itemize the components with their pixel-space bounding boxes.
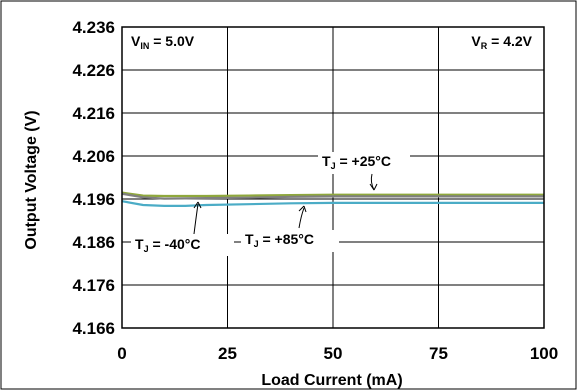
plus85-main: T	[245, 231, 254, 247]
y-tick-label-0: 4.236	[72, 18, 115, 37]
series-label-plus25-bg	[318, 152, 410, 174]
y-tick-label-4: 4.196	[72, 190, 115, 209]
x-tick-label-3: 75	[429, 344, 448, 363]
plot-frame	[121, 26, 545, 329]
x-tick-label-1: 25	[218, 344, 237, 363]
series-label-plus85-arrowhead	[298, 205, 307, 213]
plus25-rest: = +25°C	[336, 153, 391, 169]
x-tick-label-4: 100	[530, 344, 558, 363]
series-label-minus40-arrowhead	[193, 201, 202, 209]
series-line-2	[121, 200, 544, 207]
series-line-0	[121, 191, 544, 198]
vr-rest: = 4.2V	[487, 33, 532, 49]
vin-annotation: VIN = 5.0V	[131, 33, 195, 51]
y-tick-label-3: 4.206	[72, 147, 115, 166]
series-layer	[121, 191, 544, 207]
series-label-minus40: TJ = -40°C	[131, 201, 234, 256]
vr-main: V	[471, 33, 481, 49]
y-axis-title: Output Voltage (V)	[23, 110, 40, 249]
plus25-sub: J	[331, 161, 336, 171]
series-label-minus40-text: TJ = -40°C	[135, 236, 200, 254]
minus40-rest: = -40°C	[149, 236, 201, 252]
y-tick-label-2: 4.216	[72, 104, 115, 123]
x-tick-labels: 0 25 50 75 100	[117, 344, 558, 363]
y-tick-label-7: 4.166	[72, 319, 115, 338]
x-tick-label-2: 50	[324, 344, 343, 363]
minus40-main: T	[135, 236, 144, 252]
vr-annotation: VR = 4.2V	[471, 33, 532, 51]
series-label-plus25-arrowhead	[369, 183, 378, 191]
series-label-minus40-arrow	[193, 203, 199, 235]
series-label-plus25-text: TJ = +25°C	[322, 153, 391, 171]
plus85-rest: = +85°C	[259, 231, 314, 247]
series-label-plus85: TJ = +85°C	[241, 205, 339, 252]
vr-sub: R	[481, 41, 488, 51]
y-tick-label-6: 4.176	[72, 276, 115, 295]
series-label-plus85-text: TJ = +85°C	[245, 231, 314, 249]
x-axis-title: Load Current (mA)	[261, 372, 402, 389]
plus85-sub: J	[254, 239, 259, 249]
series-label-plus85-bg	[241, 230, 339, 252]
series-label-plus85-arrow	[298, 207, 305, 229]
vin-sub: IN	[140, 41, 149, 51]
plot-area-border	[121, 26, 545, 329]
series-line-1	[121, 192, 544, 200]
y-tick-label-5: 4.186	[72, 233, 115, 252]
vin-main: V	[131, 33, 141, 49]
plus25-main: T	[322, 153, 331, 169]
y-tick-label-1: 4.226	[72, 61, 115, 80]
series-label-plus25: TJ = +25°C	[318, 152, 410, 191]
vin-rest: = 5.0V	[149, 33, 194, 49]
series-label-minus40-bg	[131, 234, 234, 256]
minus40-sub: J	[144, 244, 149, 254]
x-tick-label-0: 0	[117, 344, 126, 363]
y-tick-labels: 4.236 4.226 4.216 4.206 4.196 4.186 4.176 4.166	[72, 18, 115, 338]
